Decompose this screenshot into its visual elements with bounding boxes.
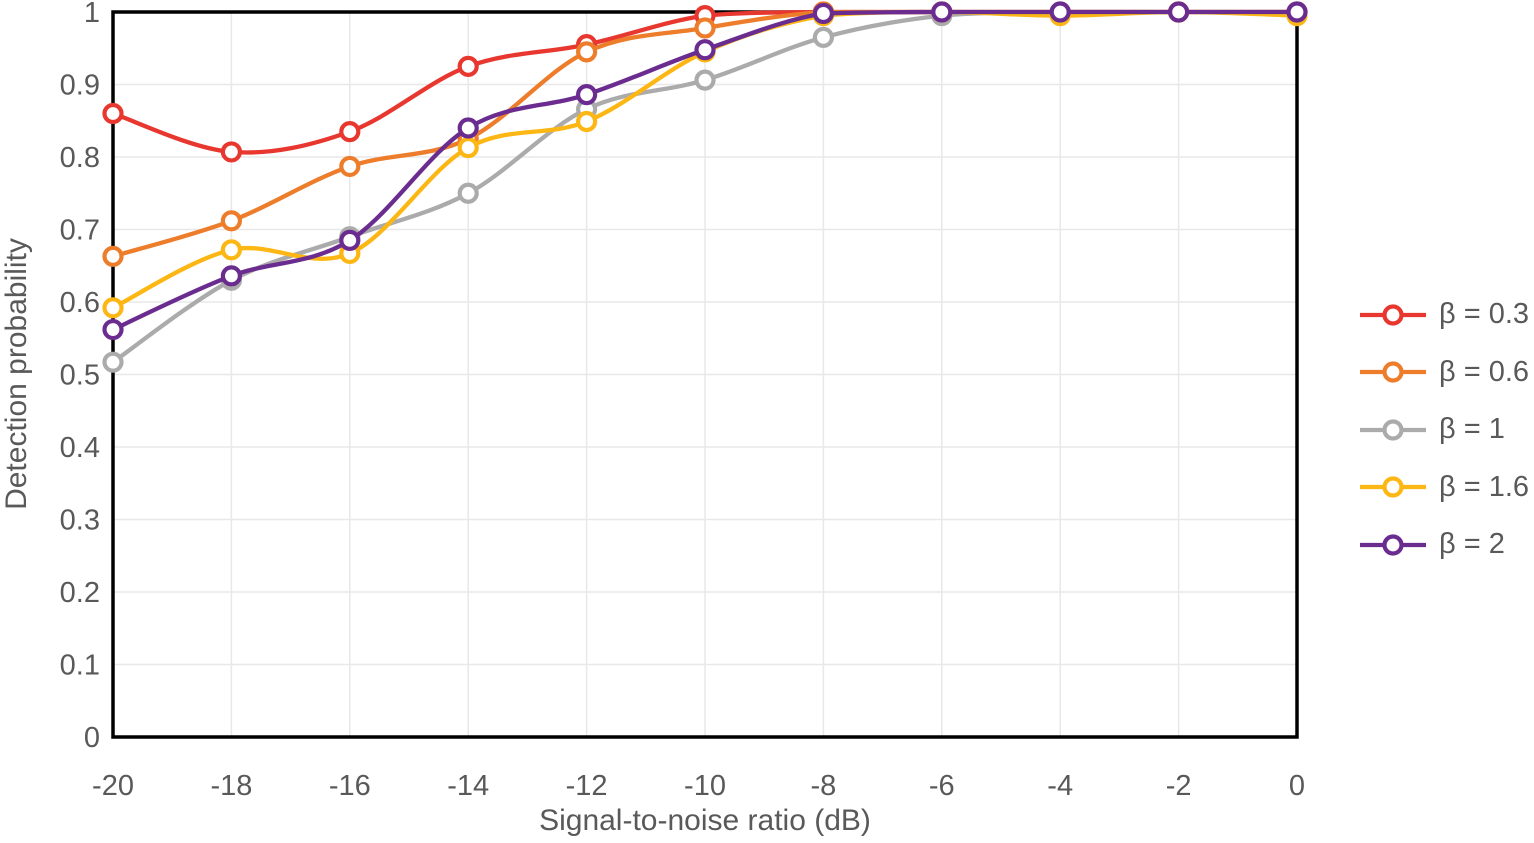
data-point-marker — [812, 26, 835, 48]
data-point-marker — [931, 1, 953, 23]
x-tick-label: -18 — [210, 770, 252, 802]
legend-item-label: β = 1 — [1439, 413, 1505, 446]
data-point-marker — [575, 110, 598, 133]
x-tick-label: -8 — [811, 770, 837, 802]
legend-line-marker-icon — [1360, 476, 1426, 498]
data-point-marker — [339, 229, 361, 251]
data-point-marker — [102, 245, 124, 267]
y-tick-label: 0.1 — [60, 650, 100, 682]
y-axis-tick-labels: 0 0.1 0.2 0.3 0.4 0.5 0.6 0.7 0.8 0.9 1 — [60, 0, 100, 754]
data-point-marker — [339, 121, 361, 143]
legend-item: β = 1 — [1358, 401, 1529, 459]
data-point-marker — [220, 239, 242, 261]
y-tick-label: 0.4 — [60, 432, 100, 464]
legend-item: β = 2 — [1358, 516, 1529, 574]
legend-item: β = 1.6 — [1358, 459, 1529, 517]
legend-marker-icon — [1382, 361, 1404, 383]
legend-line-marker-icon — [1360, 304, 1426, 326]
data-point-marker — [694, 39, 716, 61]
legend-item-label: β = 0.3 — [1439, 298, 1530, 331]
data-point-marker — [102, 351, 124, 373]
legend-marker-icon — [1382, 304, 1404, 326]
x-tick-label: -14 — [447, 770, 489, 802]
data-point-marker — [102, 297, 124, 319]
y-tick-label: 0.3 — [60, 505, 100, 537]
data-point-marker — [102, 318, 124, 341]
data-point-marker — [457, 182, 479, 204]
legend-item: β = 0.6 — [1358, 344, 1529, 402]
legend-line-marker-icon — [1360, 534, 1426, 556]
x-tick-label: -6 — [929, 770, 955, 802]
y-tick-label: 1 — [84, 0, 100, 29]
data-point-marker — [457, 136, 479, 159]
x-tick-label: -10 — [684, 770, 726, 802]
series-layer — [102, 1, 1308, 373]
x-axis-tick-labels: -20 -18 -16 -14 -12 -10 -8 -6 -4 -2 0 — [92, 770, 1305, 802]
legend: β = 0.3 β = 0.6 β = 1 β = 1.6 β = 2 — [1358, 286, 1529, 574]
data-point-marker — [575, 41, 598, 63]
legend-marker-icon — [1382, 476, 1404, 498]
y-tick-label: 0.6 — [60, 287, 100, 319]
data-point-marker — [1286, 1, 1308, 23]
data-point-marker — [694, 69, 716, 91]
y-tick-label: 0.9 — [60, 70, 100, 102]
x-tick-label: -2 — [1166, 770, 1192, 802]
data-point-marker — [339, 155, 361, 178]
data-point-marker — [1167, 1, 1190, 23]
x-axis-title: Signal-to-noise ratio (dB) — [539, 804, 871, 837]
series-5 — [102, 1, 1308, 341]
legend-marker-icon — [1382, 419, 1404, 441]
x-tick-label: 0 — [1289, 770, 1305, 802]
data-point-marker — [220, 141, 242, 163]
data-point-marker — [220, 210, 242, 232]
x-tick-label: -20 — [92, 770, 134, 802]
data-point-marker — [694, 17, 716, 39]
legend-item-label: β = 2 — [1439, 528, 1505, 561]
y-tick-label: 0 — [84, 722, 100, 754]
data-point-marker — [102, 102, 124, 125]
legend-item: β = 0.3 — [1358, 286, 1529, 344]
data-point-marker — [457, 55, 479, 77]
y-tick-label: 0.7 — [60, 215, 100, 247]
y-tick-label: 0.2 — [60, 577, 100, 609]
legend-line-marker-icon — [1360, 361, 1426, 383]
y-axis-title: Detection probability — [0, 238, 33, 510]
grid-layer — [113, 12, 1297, 737]
y-tick-label: 0.8 — [60, 142, 100, 174]
data-point-marker — [575, 84, 598, 106]
legend-marker-icon — [1382, 534, 1404, 556]
legend-item-label: β = 1.6 — [1439, 470, 1530, 503]
data-point-marker — [1049, 1, 1071, 23]
legend-item-label: β = 0.6 — [1439, 355, 1530, 388]
data-point-marker — [220, 265, 242, 287]
y-tick-label: 0.5 — [60, 360, 100, 392]
legend-line-marker-icon — [1360, 419, 1426, 441]
x-tick-label: -12 — [566, 770, 608, 802]
x-tick-label: -16 — [329, 770, 371, 802]
series-line — [110, 9, 1300, 332]
data-point-marker — [812, 2, 835, 25]
data-point-marker — [457, 117, 479, 139]
x-tick-label: -4 — [1047, 770, 1073, 802]
